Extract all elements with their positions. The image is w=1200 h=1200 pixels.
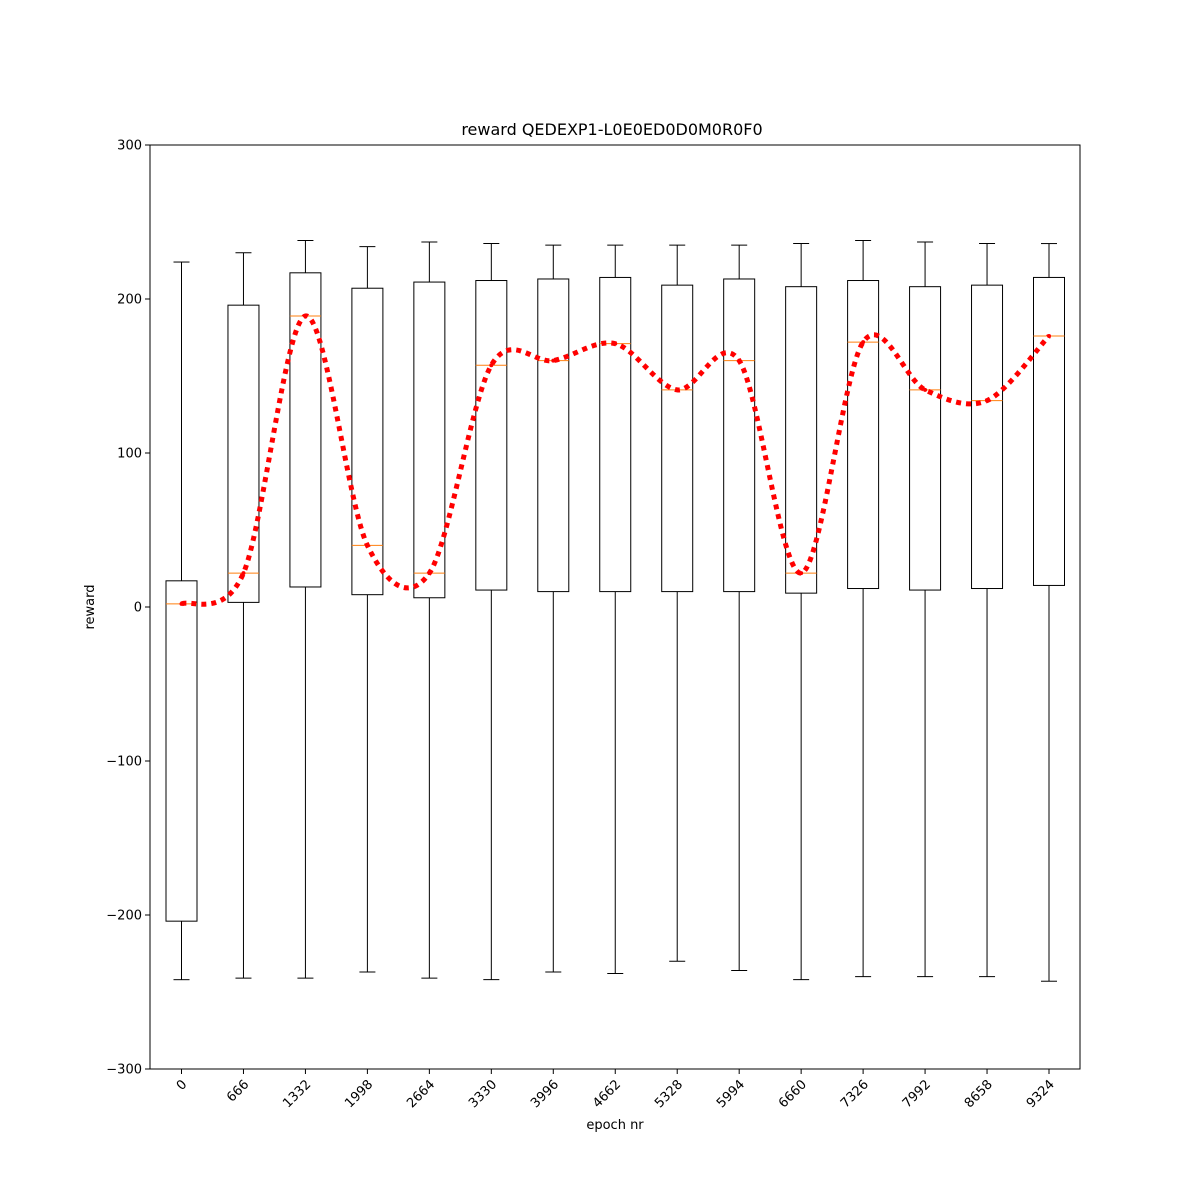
box xyxy=(847,280,880,590)
x-tick-label: 666 xyxy=(224,1077,252,1105)
trend-point xyxy=(303,313,308,318)
trend-point xyxy=(799,571,804,576)
trend-point xyxy=(241,571,246,576)
box xyxy=(909,286,942,591)
y-axis: −300 −200 −100 0 100 200 300 xyxy=(106,139,150,1078)
x-tick-label: 8658 xyxy=(962,1077,996,1111)
x-tick-label: 5328 xyxy=(652,1077,686,1111)
y-tick-label: 0 xyxy=(134,601,142,616)
y-tick-label: −100 xyxy=(106,755,142,770)
y-tick-label: −300 xyxy=(106,1063,142,1078)
y-axis-label: reward xyxy=(83,584,98,629)
trend-point xyxy=(489,363,494,368)
box xyxy=(785,286,818,594)
trend-point xyxy=(365,543,370,548)
trend-point xyxy=(179,601,184,606)
x-axis: 0 666 1332 1998 2664 3330 3996 4662 5328 5994 6660… xyxy=(174,1069,1058,1111)
trend-line xyxy=(180,313,1051,607)
box xyxy=(475,280,508,591)
x-tick-label: 7326 xyxy=(838,1077,872,1111)
box xyxy=(165,580,198,922)
box xyxy=(537,278,570,593)
chart-title: reward QEDEXP1-L0E0ED0D0M0R0F0 xyxy=(461,120,762,139)
box xyxy=(289,272,322,588)
box xyxy=(351,287,384,596)
x-tick-label: 2664 xyxy=(404,1077,438,1111)
box xyxy=(971,284,1004,590)
trend-point xyxy=(861,340,866,345)
y-tick-label: −200 xyxy=(106,909,142,924)
x-tick-label: 6660 xyxy=(776,1077,810,1111)
trend-point xyxy=(985,398,990,403)
x-tick-label: 9324 xyxy=(1024,1077,1058,1111)
box xyxy=(227,304,260,603)
trend-point xyxy=(427,571,432,576)
box xyxy=(1033,276,1065,586)
trend-point xyxy=(1047,333,1051,338)
y-tick-label: 100 xyxy=(117,447,142,462)
box xyxy=(599,276,632,593)
trend-point xyxy=(613,341,618,346)
trend-point xyxy=(551,358,556,363)
x-tick-label: 4662 xyxy=(590,1077,624,1111)
x-tick-label: 0 xyxy=(174,1077,190,1093)
x-axis-label: epoch nr xyxy=(586,1118,644,1133)
trend-point xyxy=(675,387,680,392)
x-tick-label: 3330 xyxy=(466,1077,500,1111)
box xyxy=(661,284,694,593)
x-tick-label: 3996 xyxy=(528,1077,562,1111)
y-tick-label: 200 xyxy=(117,293,142,308)
x-tick-label: 1332 xyxy=(280,1077,314,1111)
trend-point xyxy=(737,358,742,363)
x-tick-label: 1998 xyxy=(342,1077,376,1111)
plot-area xyxy=(165,239,1065,982)
x-tick-label: 7992 xyxy=(900,1077,934,1111)
box xyxy=(723,278,756,593)
x-tick-label: 5994 xyxy=(714,1077,748,1111)
y-tick-label: 300 xyxy=(117,139,142,154)
box xyxy=(413,281,446,599)
trend-point xyxy=(923,387,928,392)
